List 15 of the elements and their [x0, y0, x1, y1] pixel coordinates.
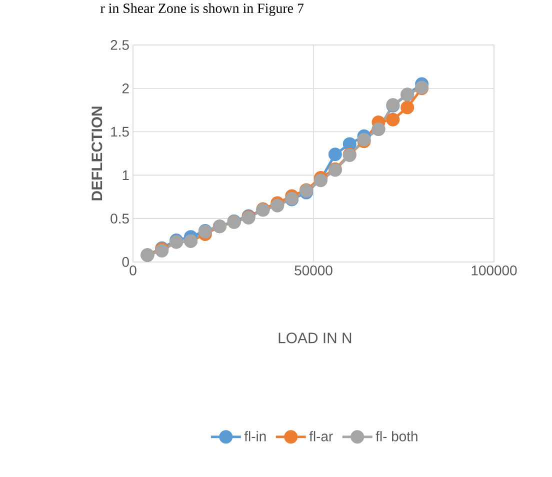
- y-tick-label: 2.5: [110, 40, 129, 50]
- legend-label: fl-in: [244, 431, 266, 442]
- y-tick-label: 1.5: [111, 126, 129, 137]
- legend-label: fl- both: [376, 431, 418, 442]
- y-tick-label: 2: [122, 84, 129, 94]
- x-axis-title: LOAD IN N: [278, 332, 352, 344]
- x-tick-label: 0: [130, 265, 136, 276]
- legend-label: fl-ar: [309, 431, 333, 442]
- y-tick-label: 0.5: [110, 214, 129, 224]
- y-axis-title: DEFLECTION: [92, 106, 102, 200]
- x-tick-label: 50000: [294, 265, 332, 276]
- text: r in Shear Zone is shown in Figure 7: [100, 3, 304, 16]
- x-tick-label: 100000: [472, 265, 517, 276]
- y-tick-label: 1: [122, 170, 129, 180]
- y-tick-label: 0: [122, 257, 129, 267]
